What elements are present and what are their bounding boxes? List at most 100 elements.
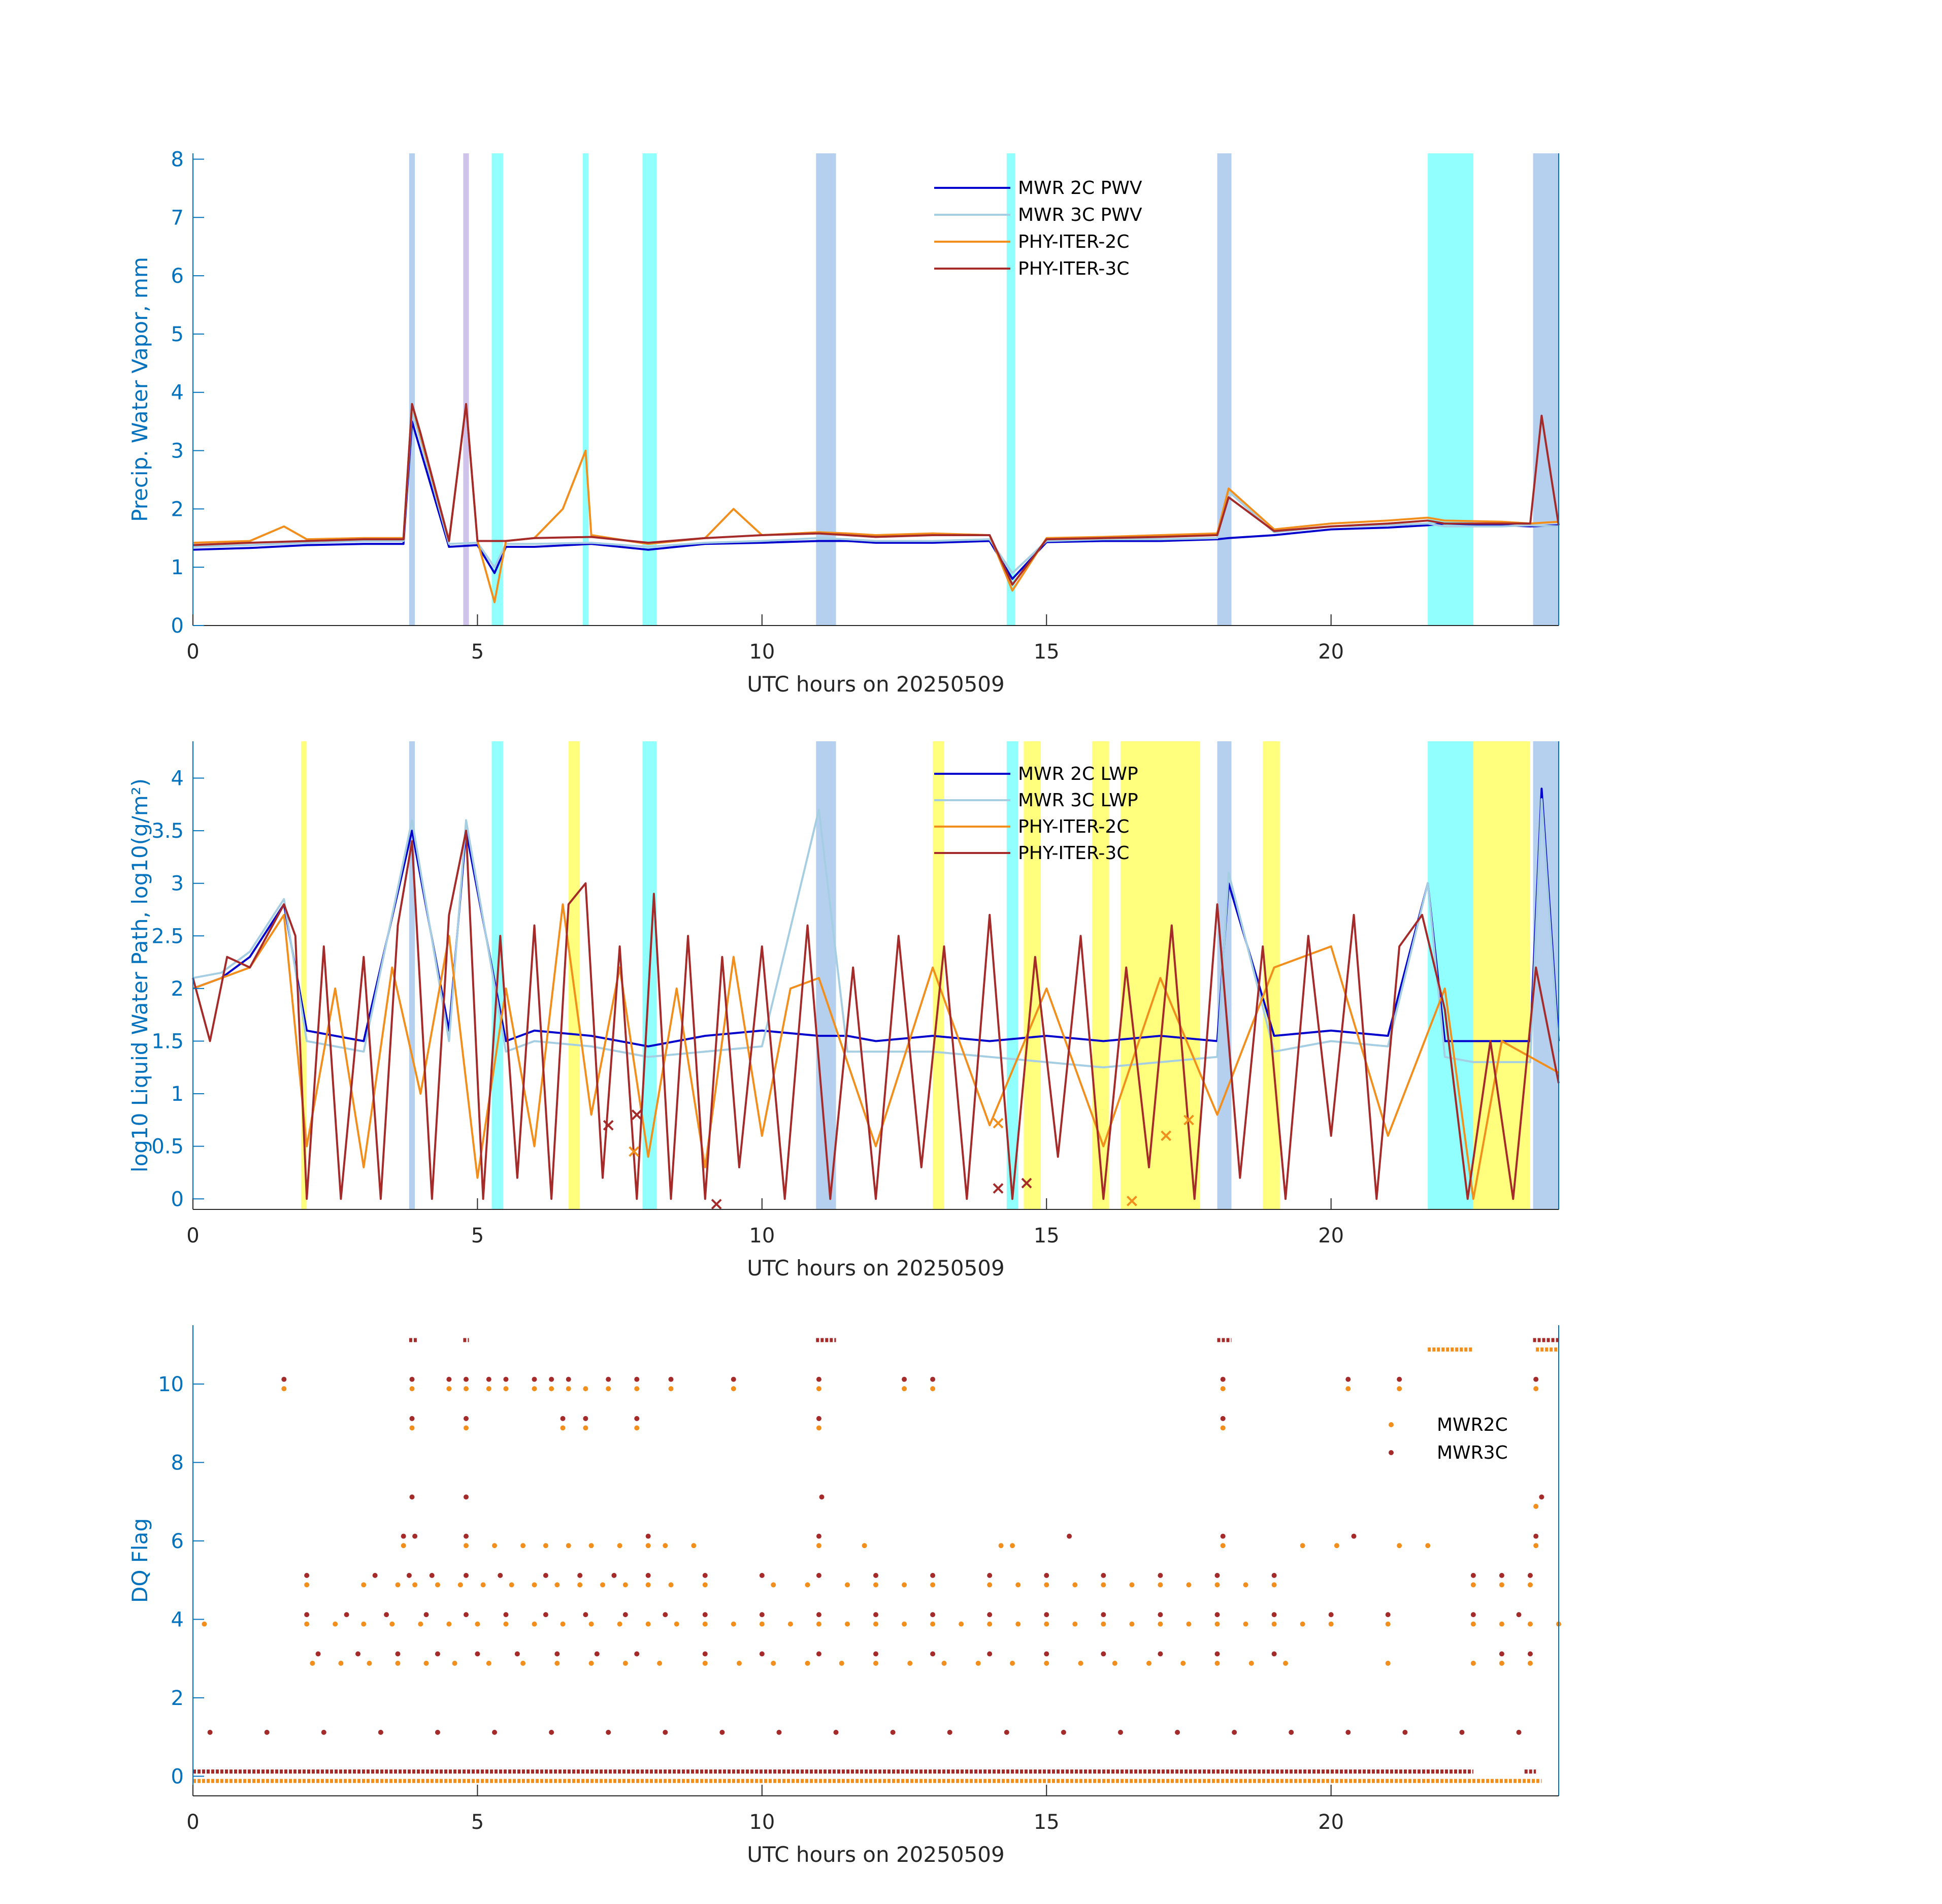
dq-point-0-6-11 bbox=[816, 1543, 821, 1549]
dq-point-1-1-16 bbox=[1117, 1729, 1123, 1735]
dq-point-0-4-25 bbox=[987, 1621, 993, 1627]
dq-point-0-5-3 bbox=[412, 1582, 418, 1588]
dq-point-0-4-33 bbox=[1214, 1621, 1220, 1627]
dq-point-0-3-6 bbox=[486, 1660, 491, 1666]
dq-point-0-6-8 bbox=[645, 1543, 651, 1549]
dq-point-0-3-5 bbox=[452, 1660, 457, 1666]
dq-point-1-1-9 bbox=[719, 1729, 725, 1735]
dq-point-0-3-17 bbox=[873, 1660, 878, 1666]
dq-point-0-6-16 bbox=[1300, 1543, 1305, 1549]
dq-point-1-5-5 bbox=[498, 1572, 503, 1578]
x-tick-label: 5 bbox=[471, 640, 484, 664]
dq-point-0-3-26 bbox=[1180, 1660, 1186, 1666]
dq-point-0-4-1 bbox=[304, 1621, 310, 1627]
dq-point-1-5-9 bbox=[645, 1572, 651, 1578]
dq-point-0-10-13 bbox=[731, 1386, 736, 1392]
dq-point-0-10-15 bbox=[902, 1386, 907, 1392]
dq-point-1-3-15 bbox=[1044, 1651, 1049, 1657]
series-line-3 bbox=[192, 403, 1560, 586]
dq-point-1-3-8 bbox=[634, 1651, 640, 1657]
dq-point-0-5-24 bbox=[1044, 1582, 1049, 1588]
dq-point-1-4-17 bbox=[1101, 1612, 1106, 1618]
dq-point-1-5-2 bbox=[406, 1572, 412, 1578]
x-marker-3 bbox=[711, 1199, 722, 1210]
dq-point-0-5-8 bbox=[532, 1582, 537, 1588]
dq-point-0-10-11 bbox=[634, 1386, 640, 1392]
y-tick-label: 6 bbox=[171, 1530, 184, 1553]
dq-point-1-1-6 bbox=[549, 1729, 554, 1735]
dq-point-1-10-9 bbox=[606, 1376, 611, 1382]
flag-band-6 bbox=[1006, 153, 1015, 626]
dq-point-1-10-10 bbox=[634, 1376, 640, 1382]
y-tick-label: 3.5 bbox=[151, 819, 184, 843]
dq-point-0-5-5 bbox=[457, 1582, 463, 1588]
dq-point-1-1-15 bbox=[1061, 1729, 1066, 1735]
dq-point-0-6-20 bbox=[1533, 1543, 1539, 1549]
lwp-legend: MWR 2C LWP MWR 3C LWP PHY-ITER-2C PHY-ITER-… bbox=[934, 764, 1138, 864]
dq-point-0-5-21 bbox=[930, 1582, 936, 1588]
dq-point-1-6-1 bbox=[412, 1533, 418, 1539]
dq-point-0-4-19 bbox=[816, 1621, 821, 1627]
dq-point-0-10-8 bbox=[566, 1386, 571, 1392]
dq-point-0-4-39 bbox=[1470, 1621, 1476, 1627]
flag-band-7 bbox=[1217, 153, 1232, 626]
x-marker-2 bbox=[629, 1146, 640, 1157]
dq-point-1-6-8 bbox=[1533, 1533, 1539, 1539]
flag-band-1 bbox=[463, 153, 469, 626]
dq-point-1-10-5 bbox=[503, 1376, 509, 1382]
dq-point-0-4-11 bbox=[588, 1621, 594, 1627]
dq-point-1-1-5 bbox=[492, 1729, 498, 1735]
dq-point-0-5-19 bbox=[873, 1582, 878, 1588]
dq-point-0-4-31 bbox=[1158, 1621, 1163, 1627]
dq-point-0-5-2 bbox=[395, 1582, 401, 1588]
flag-band-7 bbox=[1006, 741, 1018, 1209]
dq-point-1-5-11 bbox=[759, 1572, 765, 1578]
dq-point-1-10-3 bbox=[464, 1376, 469, 1382]
y-tick-label: 3 bbox=[171, 872, 184, 896]
dq-point-1-1-14 bbox=[1004, 1729, 1009, 1735]
dq-point-0-5-15 bbox=[702, 1582, 708, 1588]
dq-point-0-4-26 bbox=[1015, 1621, 1021, 1627]
dq-point-0-3-33 bbox=[1527, 1660, 1533, 1666]
dq-point-1-4-9 bbox=[663, 1612, 668, 1618]
dq-point-1-4-14 bbox=[930, 1612, 936, 1618]
dq-point-1-4-12 bbox=[816, 1612, 821, 1618]
dq-point-0-5-30 bbox=[1214, 1582, 1220, 1588]
dq-point-0-10-20 bbox=[1533, 1386, 1539, 1392]
flag-band-4 bbox=[642, 153, 657, 626]
dq-point-1-5-17 bbox=[1101, 1572, 1106, 1578]
dq-point-0-5-34 bbox=[1499, 1582, 1504, 1588]
dq-point-1-3-6 bbox=[554, 1651, 560, 1657]
dq-point-0-4-23 bbox=[930, 1621, 936, 1627]
dq-point-1-1-19 bbox=[1289, 1729, 1294, 1735]
dq-point-1-4-8 bbox=[622, 1612, 628, 1618]
legend-label-3: PHY-ITER-3C bbox=[1018, 843, 1129, 864]
y-tick-label: 2 bbox=[171, 977, 184, 1001]
dq-point-0-4-12 bbox=[617, 1621, 622, 1627]
dq-point-1-7-3 bbox=[1539, 1494, 1544, 1500]
dq-point-1-3-0 bbox=[315, 1651, 321, 1657]
flag-band-14 bbox=[1473, 741, 1530, 1209]
flag-band-2 bbox=[491, 153, 503, 626]
flag-band-10 bbox=[1120, 741, 1200, 1209]
dq-point-0-4-37 bbox=[1328, 1621, 1334, 1627]
flag-band-5 bbox=[816, 153, 836, 626]
dq-point-1-6-6 bbox=[1220, 1533, 1226, 1539]
dq-point-0-4-3 bbox=[361, 1621, 367, 1627]
dq-point-0-3-18 bbox=[907, 1660, 913, 1666]
x-marker-7 bbox=[1126, 1196, 1137, 1206]
dq-point-0-4-28 bbox=[1072, 1621, 1078, 1627]
dq-point-1-7-1 bbox=[464, 1494, 469, 1500]
dq-point-1-1-8 bbox=[663, 1729, 668, 1735]
dq-point-1-1-20 bbox=[1345, 1729, 1351, 1735]
y-tick-label: 10 bbox=[158, 1373, 184, 1396]
dq-point-0-5-23 bbox=[1015, 1582, 1021, 1588]
dq-point-1-9-0 bbox=[409, 1416, 415, 1421]
dq-point-0-3-31 bbox=[1470, 1660, 1476, 1666]
dq-point-0-3-12 bbox=[702, 1660, 708, 1666]
dq-point-0-6-9 bbox=[663, 1543, 668, 1549]
y-tick-label: 1.5 bbox=[151, 1030, 184, 1053]
dq-point-1-5-3 bbox=[429, 1572, 435, 1578]
dq-point-1-3-7 bbox=[594, 1651, 600, 1657]
